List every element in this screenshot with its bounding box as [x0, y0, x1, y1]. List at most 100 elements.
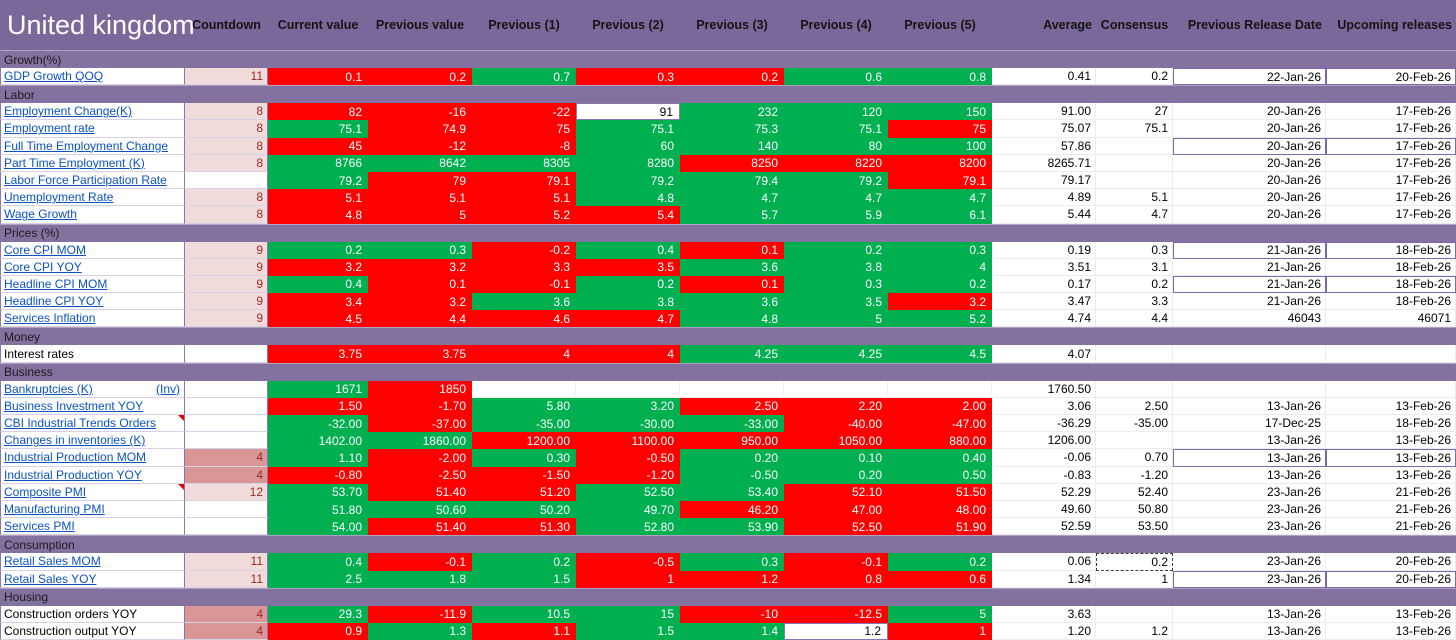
previous-5-cell[interactable]: 3.2: [888, 293, 992, 311]
countdown-cell[interactable]: [185, 380, 268, 398]
current-value-cell[interactable]: -0.80: [268, 466, 368, 484]
previous-release-date-cell[interactable]: 13-Jan-26: [1173, 449, 1326, 467]
indicator-name-cell[interactable]: Construction orders YOY: [0, 605, 185, 623]
previous-3-cell[interactable]: 0.2: [680, 68, 784, 86]
indicator-name-cell[interactable]: Services Inflation: [0, 310, 185, 328]
previous-release-date-cell[interactable]: 20-Jan-26: [1173, 171, 1326, 190]
indicator-name-cell[interactable]: Core CPI MOM: [0, 241, 185, 259]
indicator-link[interactable]: CBI Industrial Trends Orders: [4, 416, 157, 431]
countdown-cell[interactable]: [185, 518, 268, 536]
previous-release-date-cell[interactable]: 20-Jan-26: [1173, 120, 1326, 138]
previous-value-cell[interactable]: 3.75: [368, 345, 472, 363]
previous-value-cell[interactable]: 1.8: [368, 570, 472, 588]
consensus-cell[interactable]: [1096, 171, 1173, 190]
previous-value-cell[interactable]: 5.1: [368, 189, 472, 207]
indicator-name-cell[interactable]: Composite PMI: [0, 483, 185, 501]
previous-3-cell[interactable]: 3.6: [680, 293, 784, 311]
previous-2-cell[interactable]: 91: [576, 103, 680, 121]
previous-4-cell[interactable]: 1.2: [784, 622, 888, 640]
previous-4-cell[interactable]: 0.10: [784, 449, 888, 467]
indicator-link[interactable]: Unemployment Rate: [4, 190, 114, 205]
section-row-business[interactable]: Business: [0, 362, 1456, 381]
previous-1-cell[interactable]: 3.6: [472, 293, 576, 311]
previous-value-cell[interactable]: 3.2: [368, 258, 472, 276]
previous-4-cell[interactable]: 4.7: [784, 189, 888, 207]
previous-release-date-cell[interactable]: 13-Jan-26: [1173, 622, 1326, 640]
average-cell[interactable]: 3.63: [992, 605, 1096, 623]
average-cell[interactable]: 75.07: [992, 120, 1096, 138]
previous-3-cell[interactable]: 2.50: [680, 397, 784, 415]
previous-3-cell[interactable]: 950.00: [680, 432, 784, 450]
previous-release-date-cell[interactable]: 21-Jan-26: [1173, 258, 1326, 276]
previous-3-cell[interactable]: 4.25: [680, 345, 784, 363]
indicator-name-cell[interactable]: Changes in inventories (K): [0, 432, 185, 450]
current-value-cell[interactable]: -32.00: [268, 415, 368, 433]
previous-4-cell[interactable]: 0.6: [784, 68, 888, 86]
previous-4-cell[interactable]: -40.00: [784, 415, 888, 433]
previous-value-cell[interactable]: -0.1: [368, 553, 472, 571]
indicator-link[interactable]: Headline CPI YOY: [4, 294, 104, 309]
upcoming-release-cell[interactable]: 18-Feb-26: [1326, 241, 1456, 259]
upcoming-release-cell[interactable]: 17-Feb-26: [1326, 137, 1456, 155]
previous-4-cell[interactable]: 0.8: [784, 570, 888, 588]
previous-value-cell[interactable]: -16: [368, 103, 472, 121]
previous-1-cell[interactable]: 1.5: [472, 570, 576, 588]
previous-value-cell[interactable]: 3.2: [368, 293, 472, 311]
average-cell[interactable]: 0.17: [992, 275, 1096, 294]
previous-2-cell[interactable]: 75.1: [576, 120, 680, 138]
countdown-cell[interactable]: 4: [185, 622, 268, 640]
previous-3-cell[interactable]: 1.4: [680, 622, 784, 640]
upcoming-release-cell[interactable]: [1326, 380, 1456, 398]
consensus-cell[interactable]: [1096, 380, 1173, 398]
countdown-cell[interactable]: [185, 345, 268, 363]
consensus-cell[interactable]: -1.20: [1096, 466, 1173, 484]
countdown-cell[interactable]: 9: [185, 310, 268, 328]
section-row-housing[interactable]: Housing: [0, 587, 1456, 606]
previous-3-cell[interactable]: 53.40: [680, 483, 784, 501]
current-value-cell[interactable]: 5.1: [268, 189, 368, 207]
previous-3-cell[interactable]: 0.1: [680, 275, 784, 294]
average-cell[interactable]: 3.51: [992, 258, 1096, 276]
countdown-cell[interactable]: 8: [185, 137, 268, 155]
current-value-cell[interactable]: 53.70: [268, 483, 368, 501]
current-value-cell[interactable]: 0.2: [268, 241, 368, 259]
upcoming-release-cell[interactable]: 18-Feb-26: [1326, 293, 1456, 311]
column-header-previous-5[interactable]: Previous (5): [904, 18, 976, 32]
indicator-name-cell[interactable]: Retail Sales YOY: [0, 570, 185, 588]
average-cell[interactable]: -0.83: [992, 466, 1096, 484]
indicator-name-cell[interactable]: Manufacturing PMI: [0, 500, 185, 519]
upcoming-release-cell[interactable]: 17-Feb-26: [1326, 154, 1456, 172]
previous-3-cell[interactable]: -33.00: [680, 415, 784, 433]
previous-1-cell[interactable]: -8: [472, 137, 576, 155]
previous-2-cell[interactable]: -0.5: [576, 553, 680, 571]
previous-value-cell[interactable]: 8642: [368, 154, 472, 172]
upcoming-release-cell[interactable]: 20-Feb-26: [1326, 570, 1456, 588]
previous-4-cell[interactable]: 3.5: [784, 293, 888, 311]
indicator-name-cell[interactable]: Employment rate: [0, 120, 185, 138]
section-row-labor[interactable]: Labor: [0, 85, 1456, 104]
consensus-cell[interactable]: 0.70: [1096, 449, 1173, 467]
previous-3-cell[interactable]: 5.7: [680, 206, 784, 224]
current-value-cell[interactable]: 0.4: [268, 275, 368, 294]
indicator-link[interactable]: Composite PMI: [4, 484, 87, 499]
indicator-name-cell[interactable]: Labor Force Participation Rate: [0, 171, 185, 190]
previous-2-cell[interactable]: 52.80: [576, 518, 680, 536]
previous-2-cell[interactable]: 49.70: [576, 500, 680, 519]
previous-value-cell[interactable]: 1860.00: [368, 432, 472, 450]
average-cell[interactable]: 0.06: [992, 553, 1096, 571]
previous-5-cell[interactable]: 1: [888, 622, 992, 640]
countdown-cell[interactable]: 11: [185, 570, 268, 588]
previous-5-cell[interactable]: 6.1: [888, 206, 992, 224]
upcoming-release-cell[interactable]: 21-Feb-26: [1326, 483, 1456, 501]
upcoming-release-cell[interactable]: 17-Feb-26: [1326, 103, 1456, 121]
previous-2-cell[interactable]: 4.7: [576, 310, 680, 328]
column-header-countdown[interactable]: Countdown: [192, 18, 261, 32]
previous-1-cell[interactable]: 5.2: [472, 206, 576, 224]
current-value-cell[interactable]: 8766: [268, 154, 368, 172]
current-value-cell[interactable]: 29.3: [268, 605, 368, 623]
previous-value-cell[interactable]: 0.3: [368, 241, 472, 259]
countdown-cell[interactable]: 8: [185, 206, 268, 224]
previous-3-cell[interactable]: 232: [680, 103, 784, 121]
current-value-cell[interactable]: 51.80: [268, 500, 368, 519]
previous-3-cell[interactable]: 0.20: [680, 449, 784, 467]
